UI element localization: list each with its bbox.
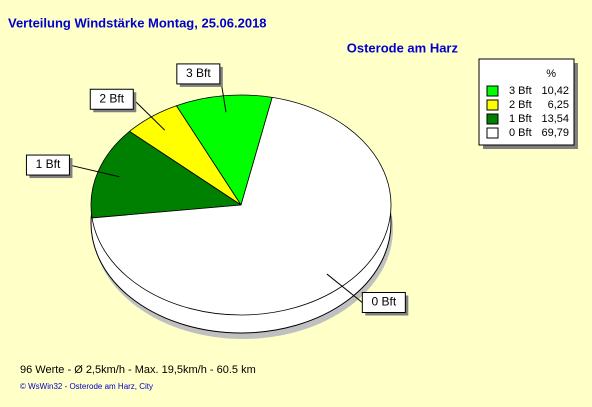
label-box xyxy=(89,88,134,110)
legend-swatch xyxy=(486,99,499,111)
legend-value: 10,42 xyxy=(541,85,569,97)
chart-subtitle: Osterode am Harz xyxy=(347,40,459,55)
copyright: © WsWin32 - Osterode am Harz, City xyxy=(20,382,153,391)
label-box xyxy=(361,292,406,314)
chart-title: Verteilung Windstärke Montag, 25.06.2018 xyxy=(8,15,267,30)
leader-line xyxy=(132,98,166,131)
label-box xyxy=(176,63,221,85)
legend-label: 3 Bft xyxy=(509,85,532,97)
legend-label: 2 Bft xyxy=(509,99,532,111)
legend-swatch xyxy=(486,85,499,97)
legend-value: 13,54 xyxy=(541,113,569,125)
slice-label: 2 Bft xyxy=(99,91,124,105)
slice-label: 0 Bft xyxy=(371,295,396,309)
label-box xyxy=(25,154,70,176)
footer-note: 96 Werte - Ø 2,5km/h - Max. 19,5km/h - 6… xyxy=(20,364,256,376)
leader-line xyxy=(326,273,363,303)
slice-label: 3 Bft xyxy=(186,66,211,80)
slice-label: 1 Bft xyxy=(36,157,61,171)
legend-label: 0 Bft xyxy=(509,127,532,139)
legend-value: 6,25 xyxy=(548,99,569,111)
legend-swatch xyxy=(486,127,499,139)
legend-header: % xyxy=(546,68,556,80)
legend-label: 1 Bft xyxy=(509,113,532,125)
legend-swatch xyxy=(486,113,499,125)
leader-line xyxy=(69,164,120,178)
legend-value: 69,79 xyxy=(541,127,569,139)
